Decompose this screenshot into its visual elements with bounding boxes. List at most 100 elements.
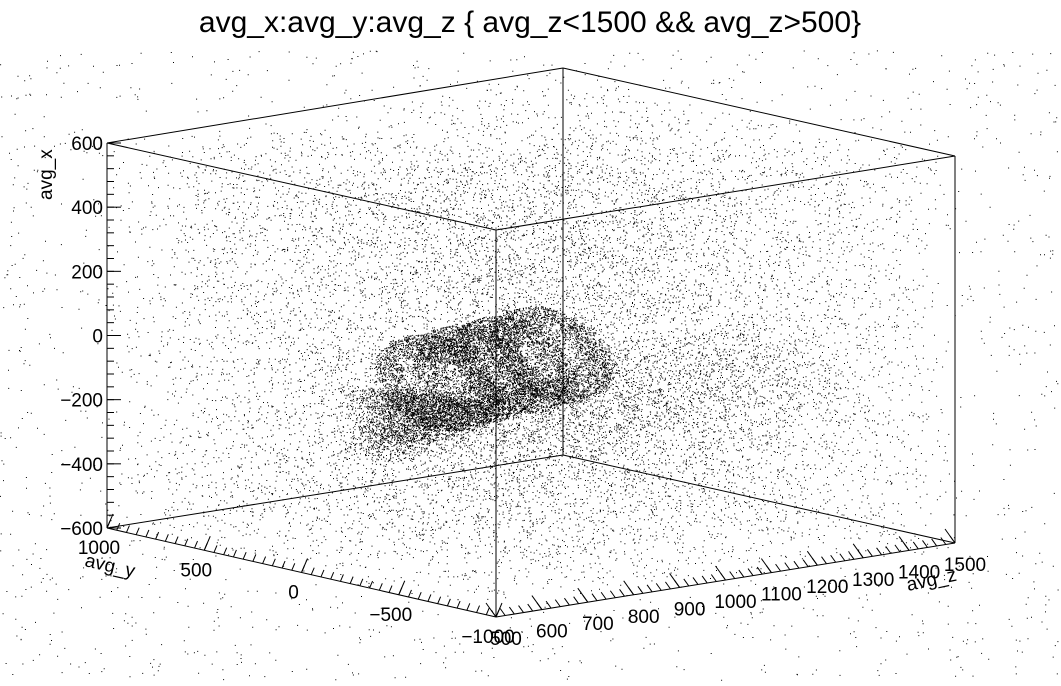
x-axis: 500 600 700 800 900 1000 1100 1200 1300 1400 1500 [485, 528, 986, 650]
y-tick-minor [378, 583, 383, 591]
y-tick-minor [213, 545, 218, 553]
y-tick-minor [184, 538, 189, 546]
box-edge [106, 67, 564, 144]
y-tick-minor [242, 551, 247, 560]
x-tick-minor [793, 560, 800, 569]
y-tick-minor [349, 576, 354, 584]
y-tick-minor [301, 565, 305, 573]
y-tick-minor [116, 523, 121, 531]
x-tick-minor [940, 537, 947, 545]
y-tick-minor [106, 520, 111, 529]
y-tick-minor [223, 547, 228, 555]
x-tick-minor [508, 606, 515, 615]
x-tick-minor [710, 574, 717, 582]
x-tick-minor [830, 554, 837, 563]
plot-box-frame [106, 67, 956, 618]
y-tick-minor [437, 596, 442, 604]
y-tick-minor [466, 603, 471, 611]
x-tick-minor [747, 568, 754, 576]
x-tick-label: 900 [674, 599, 706, 620]
x-tick-minor [738, 569, 745, 578]
z-tick-label: 200 [71, 262, 103, 283]
x-tick-minor [720, 572, 726, 581]
x-tick-minor [518, 605, 524, 613]
y-tick-minor [291, 563, 296, 571]
box-edge [106, 142, 497, 231]
y-tick-minor [232, 549, 237, 558]
x-tick-minor [903, 543, 910, 551]
x-tick-minor [655, 583, 662, 591]
y-tick-minor [155, 531, 160, 540]
x-tick-minor [821, 556, 827, 565]
x-tick-minor [490, 609, 497, 618]
x-tick-minor [931, 538, 938, 547]
x-tick-minor [683, 578, 690, 587]
y-axis: 1000 500 0 −500 −1000 [78, 513, 515, 648]
z-axis: 600 400 200 0 −200 −400 −600 [60, 134, 121, 540]
y-tick-minor [164, 534, 169, 542]
chart-title: avg_x:avg_y:avg_z { avg_z<1500 && avg_z>… [199, 6, 861, 39]
x-tick-label: 600 [536, 622, 568, 643]
box-edge [562, 67, 956, 157]
y-tick-minor [456, 600, 461, 609]
y-tick-label: 500 [180, 560, 212, 581]
x-tick-minor [527, 603, 534, 612]
y-tick-minor [446, 598, 451, 607]
y-tick-minor [145, 529, 150, 538]
y-tick-minor [476, 605, 481, 613]
y-tick-label: 0 [288, 583, 299, 604]
z-tick-label: −400 [60, 455, 103, 476]
y-axis-label: avg_y [83, 550, 138, 582]
y-tick-minor [310, 567, 315, 575]
y-tick-minor [252, 554, 257, 562]
y-tick-minor [427, 594, 432, 602]
x-tick-minor [701, 575, 708, 584]
x-tick-minor [536, 602, 543, 610]
x-tick-minor [729, 571, 736, 579]
z-tick-label: 600 [71, 134, 103, 155]
x-tick-minor [573, 596, 580, 604]
y-tick-minor [281, 560, 286, 569]
x-tick-minor [765, 565, 772, 573]
z-tick-label: −200 [60, 391, 103, 412]
z-tick-label: 0 [92, 327, 103, 348]
x-tick-minor [811, 557, 818, 566]
y-tick-minor [495, 609, 500, 618]
x-tick-label: 1500 [944, 555, 986, 576]
box-edge [495, 155, 956, 231]
x-tick-minor [866, 549, 873, 557]
x-tick-label: 700 [582, 614, 614, 635]
y-tick-minor [388, 585, 393, 593]
x-tick-minor [665, 581, 671, 590]
x-tick-minor [775, 563, 781, 572]
x-tick-label: 1000 [714, 592, 756, 613]
x-tick-label: 500 [490, 629, 522, 650]
x-tick-minor [545, 600, 552, 609]
x-tick-minor [692, 577, 699, 585]
y-tick-minor [485, 607, 490, 615]
x-tick-minor [499, 608, 506, 616]
y-tick-minor [339, 574, 344, 582]
y-tick-minor [417, 592, 422, 600]
x-tick-minor [857, 550, 864, 559]
z-tick-label: −600 [60, 519, 103, 540]
y-tick-label: 1000 [78, 538, 120, 559]
x-tick-minor [591, 593, 598, 602]
y-tick-minor [125, 525, 130, 533]
y-tick-minor [398, 587, 403, 595]
y-tick-minor [135, 527, 140, 535]
x-tick-minor [756, 566, 763, 575]
y-tick-minor [320, 569, 325, 578]
y-tick-minor [194, 540, 198, 549]
x-tick-minor [839, 553, 846, 562]
x-tick-minor [784, 562, 791, 570]
x-tick-label: 1200 [806, 577, 848, 598]
x-tick-minor [646, 584, 653, 593]
x-tick-label: 1100 [761, 585, 802, 606]
y-tick-minor [330, 571, 335, 580]
y-tick-minor [262, 556, 267, 564]
x-tick-minor [619, 588, 625, 597]
y-tick-minor [271, 558, 276, 567]
y-tick-minor [359, 578, 364, 587]
